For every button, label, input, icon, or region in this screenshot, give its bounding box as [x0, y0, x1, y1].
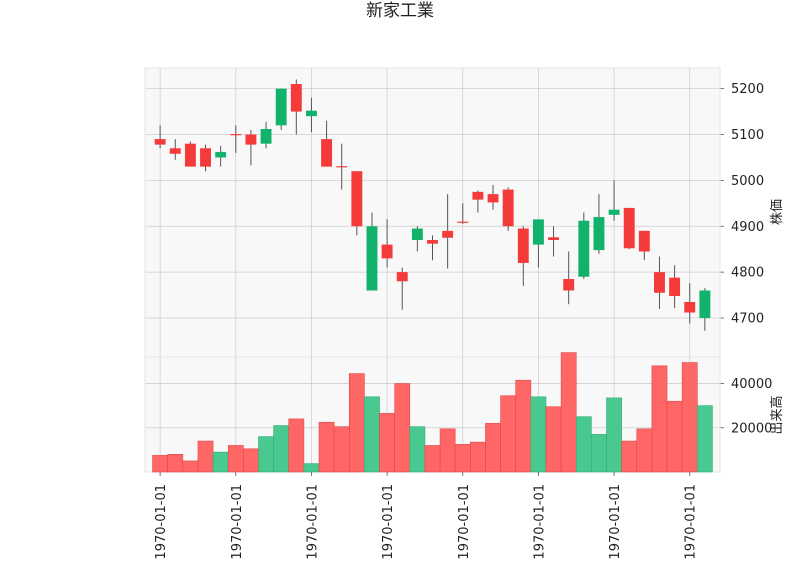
- x-tick-label: 1970-01-01: [532, 484, 547, 560]
- volume-bar: [636, 428, 653, 473]
- volume-bar: [500, 395, 517, 473]
- candle-body: [411, 228, 423, 241]
- x-tick-label: 1970-01-01: [154, 484, 169, 560]
- price-tick-label: 5200: [731, 82, 764, 97]
- price-tick-label: 4900: [731, 220, 764, 235]
- candle-body: [290, 84, 302, 112]
- candle-body: [487, 194, 499, 203]
- price-tick-label: 4700: [731, 312, 764, 327]
- volume-bar: [515, 379, 532, 473]
- candle-body: [699, 290, 711, 319]
- volume-bar: [318, 421, 335, 473]
- volume-bar: [560, 352, 577, 473]
- volume-bar: [409, 426, 426, 473]
- volume-bar: [258, 436, 274, 473]
- candle-body: [502, 189, 514, 227]
- x-tick-label: 1970-01-01: [381, 484, 396, 560]
- x-tick-label: 1970-01-01: [457, 484, 472, 560]
- candle-body: [548, 237, 559, 241]
- volume-bar: [621, 440, 638, 473]
- candle-body: [457, 221, 469, 223]
- candle-body: [427, 240, 438, 244]
- candle-body: [563, 279, 575, 291]
- volume-bar: [575, 416, 592, 473]
- chart-title: 新家工業: [366, 1, 434, 21]
- candle-body: [623, 207, 635, 249]
- candle-body: [200, 148, 211, 167]
- volume-bar: [666, 400, 683, 473]
- volume-bar: [439, 428, 456, 473]
- price-panel: 4700 4800 4900 5000 5100 5200: [144, 67, 764, 358]
- volume-bar: [697, 405, 713, 473]
- candle-body: [654, 272, 665, 293]
- price-axis-label: 株価: [770, 199, 785, 225]
- candle-body: [593, 217, 605, 251]
- candle-body: [275, 88, 287, 126]
- volume-bar: [227, 445, 244, 473]
- volume-bar: [485, 423, 501, 473]
- candle-body: [230, 134, 242, 136]
- candle-body: [336, 166, 348, 168]
- candle-body: [638, 230, 650, 252]
- volume-bar: [167, 454, 184, 473]
- x-tick-label: 1970-01-01: [230, 484, 245, 560]
- candle-body: [260, 129, 272, 144]
- candle-body: [442, 230, 454, 238]
- price-tick-label: 5100: [731, 128, 764, 143]
- volume-panel: 20000 40000: [144, 352, 772, 473]
- candle-body: [608, 209, 620, 215]
- price-tick-label: 5000: [731, 174, 764, 189]
- candle-body: [381, 244, 393, 259]
- x-tick-label: 1970-01-01: [608, 484, 623, 560]
- candle-body: [245, 134, 257, 145]
- candle-body: [532, 219, 544, 245]
- volume-bar: [333, 426, 350, 473]
- volume-bar: [288, 418, 305, 473]
- candle-body: [669, 277, 681, 296]
- volume-bar: [182, 460, 199, 473]
- candle-body: [366, 226, 378, 291]
- volume-bar: [273, 425, 290, 473]
- volume-bar: [651, 365, 668, 473]
- price-tick-label: 4800: [731, 266, 764, 281]
- volume-bar: [212, 451, 229, 473]
- volume-axis-label: 出来高: [769, 395, 785, 434]
- volume-bar: [394, 383, 411, 473]
- volume-bar: [681, 362, 698, 473]
- candle-body: [517, 228, 529, 263]
- candle-body: [169, 148, 181, 154]
- candle-body: [321, 139, 333, 167]
- volume-bar: [424, 445, 441, 473]
- candle-body: [472, 191, 484, 200]
- volume-bar: [530, 396, 547, 473]
- volume-bar: [606, 397, 622, 473]
- x-axis: 1970-01-01 1970-01-01 1970-01-01 1970-01-01…: [154, 472, 699, 560]
- volume-bar: [197, 440, 214, 473]
- volume-tick-label: 20000: [731, 421, 772, 436]
- candle-body: [396, 272, 408, 282]
- candle-body: [154, 139, 166, 145]
- candle-body: [351, 171, 363, 227]
- x-tick-label: 1970-01-01: [305, 484, 320, 560]
- candle-body: [578, 220, 590, 277]
- volume-bar: [348, 373, 365, 473]
- volume-bar: [470, 441, 486, 473]
- volume-bar: [364, 396, 380, 473]
- candle-body: [306, 110, 317, 117]
- volume-bar: [152, 455, 168, 473]
- candle-body: [184, 143, 196, 167]
- candle-body: [215, 151, 227, 158]
- volume-bar: [379, 413, 395, 473]
- volume-bar: [454, 444, 471, 473]
- volume-bar: [545, 406, 562, 473]
- volume-bar: [243, 448, 259, 473]
- volume-bar: [591, 434, 607, 473]
- candle-body: [684, 301, 696, 313]
- volume-bar: [303, 463, 320, 473]
- volume-tick-label: 40000: [731, 377, 772, 392]
- x-tick-label: 1970-01-01: [684, 484, 699, 560]
